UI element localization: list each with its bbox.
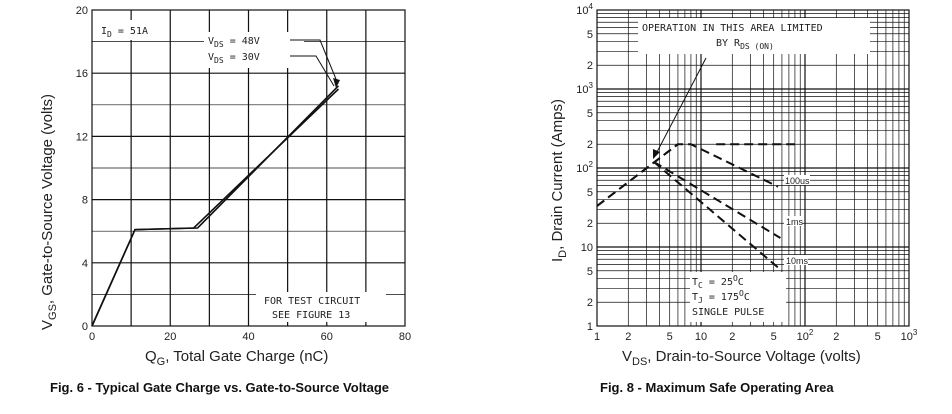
fig6-y-tick-label: 12: [76, 131, 88, 143]
fig6-y-tick-label: 4: [82, 258, 88, 270]
fig6-x-tick-label: 40: [242, 331, 254, 343]
fig8-x-tick-label: 5: [667, 331, 673, 343]
fig8-x-tick-label: 2: [729, 331, 735, 343]
fig6-vds-box: [204, 32, 304, 68]
fig8-100us-box: [784, 175, 810, 185]
fig8-tc-note: TC = 25OC: [692, 274, 744, 290]
fig6-vds30-leader: [290, 55, 335, 87]
fig6-vds30-annotation: VDS = 30V: [208, 52, 260, 65]
fig6-series-line: [91, 85, 340, 327]
fig8-x-tick-label: 5: [771, 331, 777, 343]
fig8-conditions-box: [690, 272, 786, 322]
fig8-y-tick-label: 5: [587, 266, 593, 278]
fig6-id-box: [97, 20, 169, 40]
fig6-series-line: [91, 88, 340, 327]
fig6-caption: Fig. 6 - Typical Gate Charge vs. Gate-to…: [50, 380, 389, 395]
fig8-operation-box: [638, 18, 870, 54]
fig6-y-axis-title: VGS, Gate-to-Source Voltage (volts): [39, 94, 59, 330]
fig8-x-tick-label: 2: [625, 331, 631, 343]
fig6-series: [91, 85, 340, 327]
fig6-vds48-leader: [290, 39, 339, 85]
fig8-10ms-label: 10ms: [786, 256, 809, 266]
fig6-x-axis-title: QG, Total Gate Charge (nC): [145, 348, 328, 368]
fig8-x-tick-label: 2: [833, 331, 839, 343]
fig8-y-axis-title: ID, Drain Current (Amps): [549, 99, 569, 262]
fig8-tj-note: TJ = 175OC: [692, 289, 750, 305]
fig6-y-tick-label: 20: [76, 5, 88, 17]
fig6-id-annotation: ID = 51A: [101, 26, 148, 39]
fig8-series-10ms-limit: [652, 160, 783, 272]
fig8-y-tick-label: 104: [576, 2, 593, 17]
fig6-leader-arrowhead: [333, 78, 340, 88]
fig6-test-circuit-note: FOR TEST CIRCUIT: [264, 296, 360, 307]
fig6-y-tick-label: 0: [82, 321, 88, 333]
fig8-y-tick-label: 103: [576, 81, 593, 96]
fig8-series-1ms-limit: [653, 160, 781, 239]
fig6-ticks: 0 20 40 60 80 0 4 8 12 16 20: [76, 5, 411, 343]
fig6-x-tick-label: 0: [89, 331, 95, 343]
fig8-1ms-box: [784, 216, 802, 226]
fig6-x-tick-label: 60: [321, 331, 333, 343]
fig8-operation-note-line1: OPERATION IN THIS AREA LIMITED: [642, 23, 823, 34]
fig6-grid: [92, 10, 405, 326]
fig8-y-tick-label: 5: [587, 187, 593, 199]
fig8-y-tick-label: 5: [587, 108, 593, 120]
fig8-grid: [597, 10, 909, 326]
fig8-operation-note-line2: BY RDS (ON): [716, 38, 774, 51]
fig8-y-tick-label: 2: [587, 60, 593, 72]
fig8-x-tick-label: 102: [797, 328, 814, 343]
fig8-x-tick-label: 5: [875, 331, 881, 343]
fig8-rds-leader: [655, 57, 707, 155]
fig8-x-tick-label: 10: [695, 331, 707, 343]
fig8-series-rds-limit: [596, 143, 679, 207]
fig8-frame: [596, 9, 910, 327]
fig8-1ms-label: 1ms: [786, 217, 804, 227]
fig6-y-tick-label: 16: [76, 68, 88, 80]
fig6-test-figure-note: SEE FIGURE 13: [272, 310, 350, 321]
fig8-caption: Fig. 8 - Maximum Safe Operating Area: [600, 380, 834, 395]
fig6-x-tick-label: 20: [164, 331, 176, 343]
fig8-rds-arrowhead: [653, 149, 660, 159]
fig8-y-tick-label: 2: [587, 139, 593, 151]
fig8-x-tick-label: 1: [594, 331, 600, 343]
fig8-single-pulse-note: SINGLE PULSE: [692, 307, 764, 318]
fig6-vds48-annotation: VDS = 48V: [208, 36, 260, 49]
fig6-chart: 0 20 40 60 80 0 4 8 12 16 20 ID = 51A VDS = 48V VD…: [39, 5, 411, 395]
fig6-y-tick-label: 8: [82, 195, 88, 207]
fig6-frame: [91, 9, 406, 327]
fig8-x-tick-label: 103: [901, 328, 918, 343]
fig8-10ms-box: [784, 255, 808, 265]
fig8-x-axis-title: VDS, Drain-to-Source Voltage (volts): [622, 348, 861, 368]
fig8-y-tick-label: 1: [587, 321, 593, 333]
fig8-y-tick-label: 2: [587, 297, 593, 309]
fig8-y-tick-label: 2: [587, 218, 593, 230]
fig8-100us-label: 100us: [785, 176, 810, 186]
fig6-x-tick-label: 80: [399, 331, 411, 343]
fig8-series: [596, 143, 795, 272]
fig8-y-tick-label: 5: [587, 29, 593, 41]
fig8-y-tick-label: 102: [576, 160, 593, 175]
fig6-test-box: [256, 292, 386, 322]
fig8-y-tick-label: 10: [581, 242, 593, 254]
